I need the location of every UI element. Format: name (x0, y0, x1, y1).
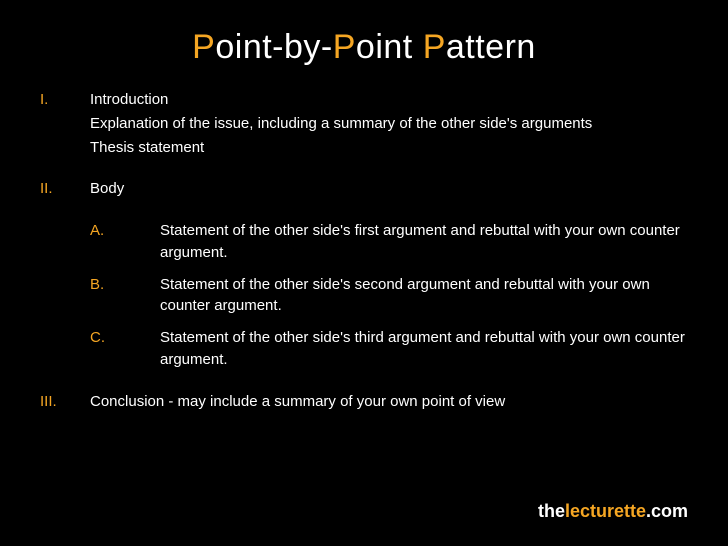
letter-c: C. (90, 327, 160, 371)
footer-brand: thelecturette.com (538, 501, 688, 522)
body-a-text: Statement of the other side's first argu… (160, 220, 688, 264)
spacer (40, 160, 688, 178)
slide-container: Point-by-Point Pattern I. Introduction E… (0, 0, 728, 412)
title-part-1: oint-by- (215, 28, 332, 66)
indent (40, 274, 90, 318)
roman-i: I. (40, 89, 90, 111)
spacer (40, 202, 688, 220)
body-c-text: Statement of the other side's third argu… (160, 327, 688, 371)
roman-ii: II. (40, 178, 90, 200)
outline-row-ii: II. Body (40, 178, 688, 200)
outline-row-ii-a: A. Statement of the other side's first a… (40, 220, 688, 264)
spacer (40, 266, 688, 274)
footer-part1: the (538, 501, 565, 521)
spacer (40, 319, 688, 327)
intro-thesis: Thesis statement (90, 137, 688, 159)
outline-row-i-sub2: Thesis statement (40, 137, 688, 159)
title-accent-3: P (423, 28, 446, 66)
body-b-text: Statement of the other side's second arg… (160, 274, 688, 318)
letter-a: A. (90, 220, 160, 264)
letter-b: B. (90, 274, 160, 318)
intro-explanation: Explanation of the issue, including a su… (90, 113, 688, 135)
outline-row-ii-b: B. Statement of the other side's second … (40, 274, 688, 318)
indent (40, 113, 90, 135)
outline-row-iii: III. Conclusion - may include a summary … (40, 391, 688, 413)
outline-body: I. Introduction Explanation of the issue… (40, 89, 688, 412)
title-part-2: oint (356, 28, 423, 66)
indent (40, 327, 90, 371)
conclusion-text: Conclusion - may include a summary of yo… (90, 391, 688, 413)
roman-iii: III. (40, 391, 90, 413)
footer-part2: lecturette (565, 501, 646, 521)
outline-row-i: I. Introduction (40, 89, 688, 111)
outline-row-ii-c: C. Statement of the other side's third a… (40, 327, 688, 371)
spacer (40, 373, 688, 391)
intro-label: Introduction (90, 89, 688, 111)
slide-title: Point-by-Point Pattern (40, 28, 688, 67)
title-part-3: attern (446, 28, 536, 66)
indent (40, 220, 90, 264)
footer-part3: .com (646, 501, 688, 521)
outline-row-i-sub1: Explanation of the issue, including a su… (40, 113, 688, 135)
body-label: Body (90, 178, 688, 200)
title-accent-2: P (333, 28, 356, 66)
indent (40, 137, 90, 159)
title-accent-1: P (192, 28, 215, 66)
